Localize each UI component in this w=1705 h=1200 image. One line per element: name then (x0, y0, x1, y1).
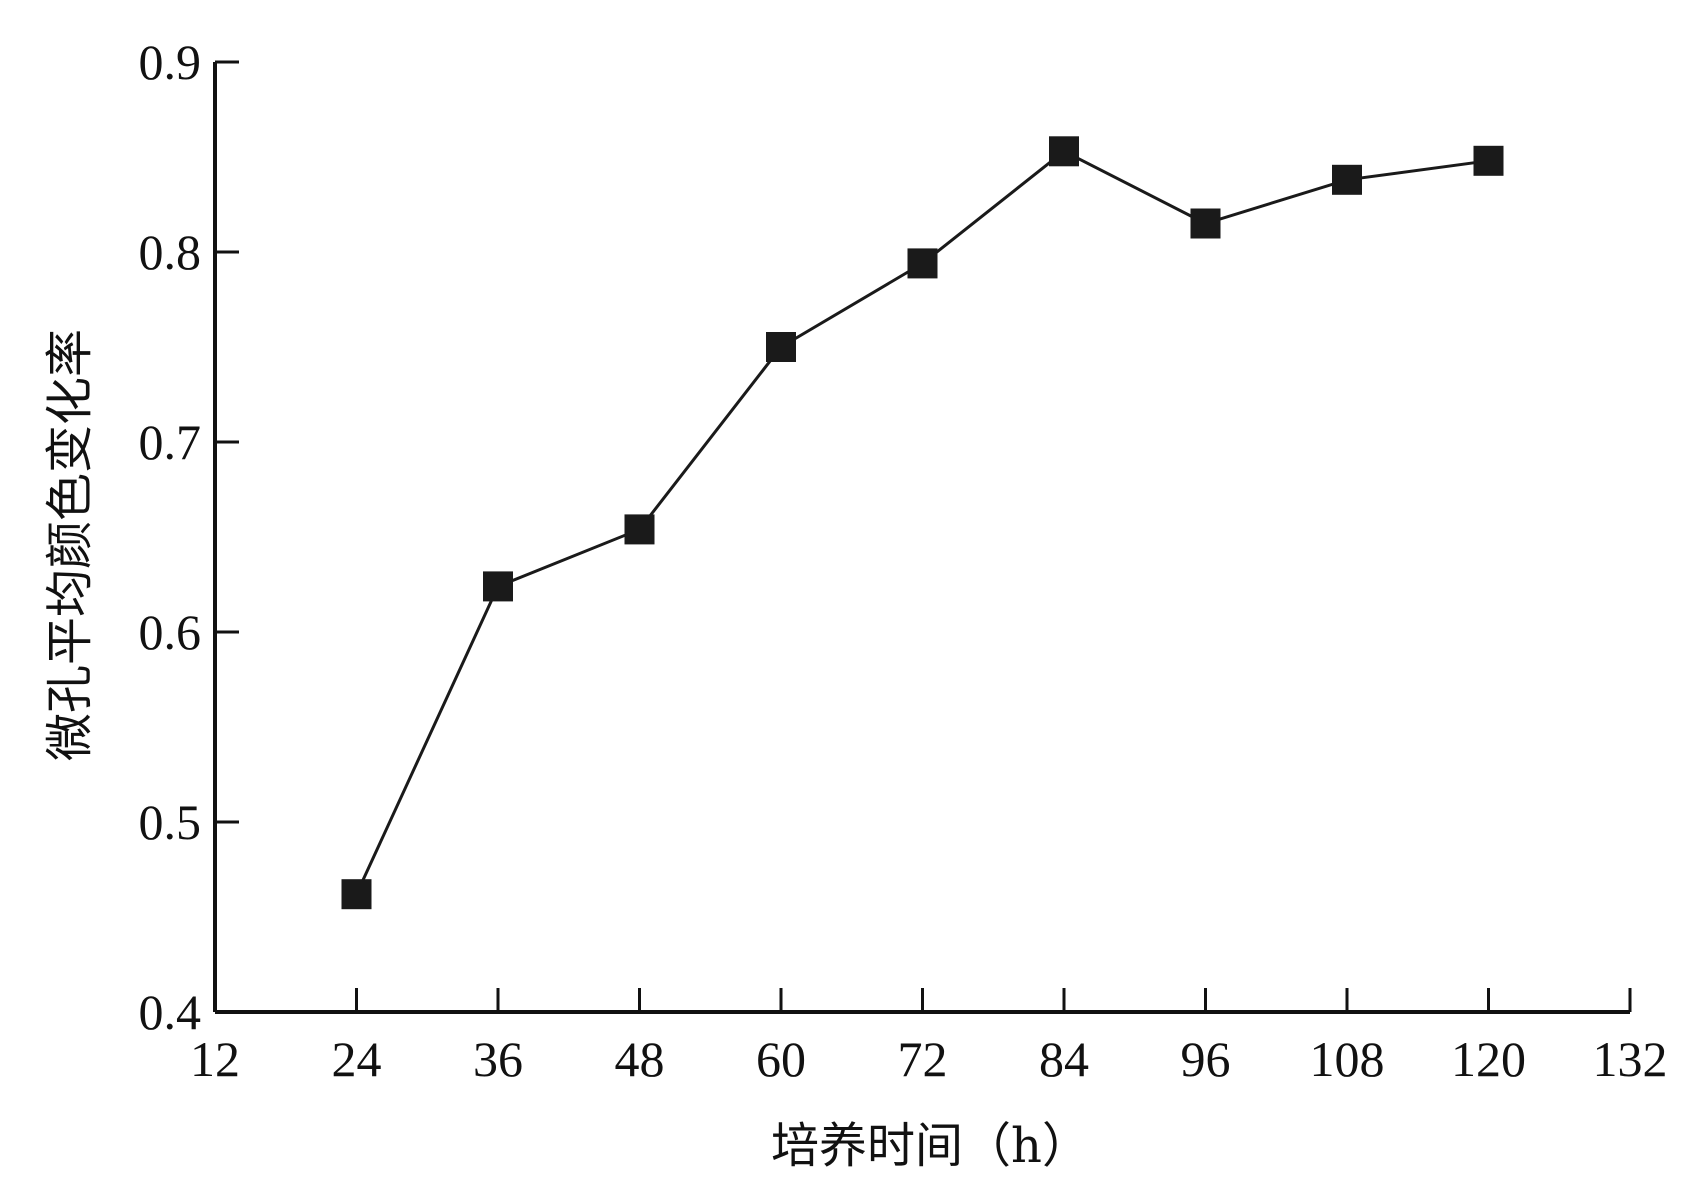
data-point-marker (624, 514, 655, 545)
data-point-marker (1190, 208, 1221, 239)
data-point-marker (1473, 145, 1504, 176)
data-point-marker (341, 879, 372, 910)
y-tick-label: 0.9 (139, 34, 202, 90)
data-point-marker (1049, 136, 1079, 167)
x-tick-label: 48 (615, 1031, 665, 1087)
x-tick-label: 108 (1310, 1031, 1385, 1087)
y-tick-label: 0.6 (139, 604, 202, 660)
data-point-marker (483, 571, 513, 602)
x-tick-label: 84 (1039, 1031, 1089, 1087)
x-tick-label: 72 (898, 1031, 948, 1087)
x-tick-label: 120 (1451, 1031, 1526, 1087)
y-tick-label: 0.8 (139, 224, 202, 280)
x-tick-label: 96 (1181, 1031, 1231, 1087)
y-axis-title: 微孔平均颜色变化率 (42, 329, 98, 761)
x-tick-label: 132 (1593, 1031, 1668, 1087)
y-tick-label: 0.7 (139, 414, 202, 470)
series-layer (341, 136, 1504, 910)
data-point-marker (766, 332, 796, 362)
axes (213, 62, 1630, 1014)
y-tick-label: 0.5 (139, 794, 202, 850)
y-tick-label: 0.4 (139, 984, 202, 1040)
x-tick-label: 12 (190, 1031, 240, 1087)
data-point-marker (1332, 164, 1362, 195)
ticks: 12 24 36 48 60 72 84 96 108 120 132 0.4 0.5 0.6 0.7 0.8… (139, 34, 1668, 1087)
x-axis-title: 培养时间（h） (771, 1118, 1090, 1174)
x-tick-label: 60 (756, 1031, 806, 1087)
x-tick-label: 36 (473, 1031, 523, 1087)
x-tick-label: 24 (332, 1031, 382, 1087)
data-point-marker (907, 248, 938, 279)
